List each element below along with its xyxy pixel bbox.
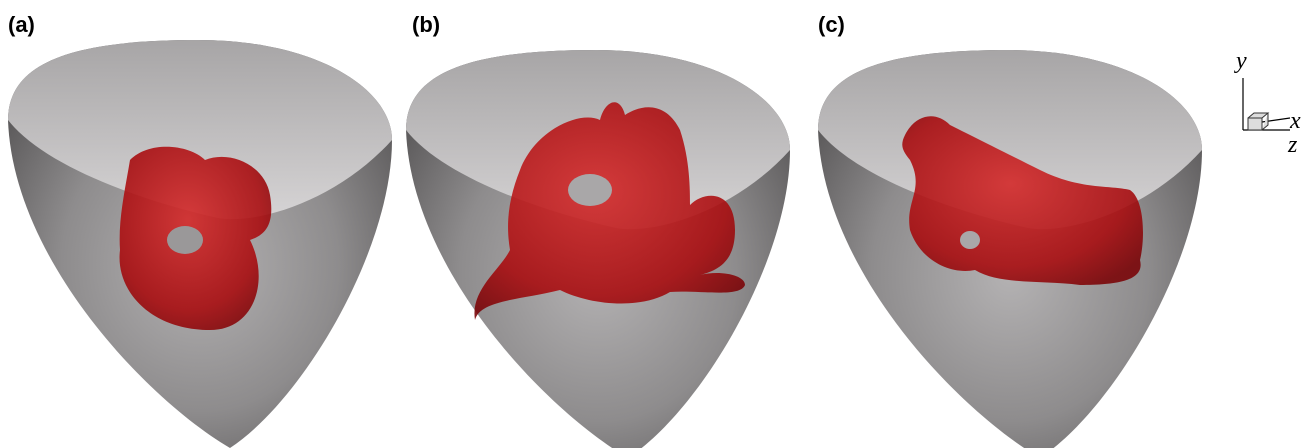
figure: (a) (b) (c) y x z (0, 0, 1304, 448)
panel-a: (a) (8, 12, 392, 448)
panel-b: (b) (406, 12, 790, 448)
hole (568, 174, 612, 206)
cube (1248, 113, 1268, 130)
panel-label: (b) (412, 12, 440, 37)
panel-c: (c) (818, 12, 1202, 448)
axis-label: x (1289, 108, 1301, 134)
hole (167, 226, 203, 254)
axis-label: y (1234, 48, 1247, 74)
hole (960, 231, 980, 249)
axis-triad: y x z (1234, 48, 1301, 158)
panel-label: (a) (8, 12, 35, 37)
panel-label: (c) (818, 12, 845, 37)
axis-label: z (1287, 132, 1298, 158)
